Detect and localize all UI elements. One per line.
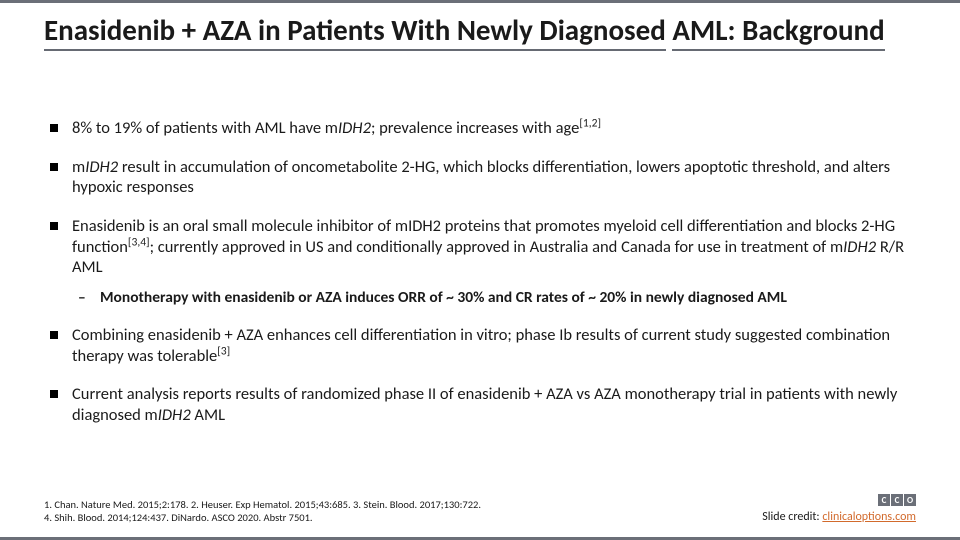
credit-label: Slide credit: — [762, 510, 822, 524]
gene-italic: IDH2 — [843, 237, 876, 257]
slide-body: 8% to 19% of patients with AML have mIDH… — [44, 118, 916, 476]
logo-letter: C — [891, 494, 903, 506]
title-line-1: Enasidenib + AZA in Patients With Newly … — [44, 14, 666, 51]
gene-italic: IDH2 — [85, 157, 118, 177]
logo-letter: O — [904, 494, 916, 506]
slide-title: Enasidenib + AZA in Patients With Newly … — [44, 14, 916, 51]
credit-block: C C O Slide credit: clinicaloptions.com — [762, 494, 916, 524]
logo-letter: C — [878, 494, 890, 506]
citation-superscript: [3,4] — [128, 235, 150, 249]
bullet-3: Enasidenib is an oral small molecule inh… — [44, 216, 916, 307]
credit-link[interactable]: clinicaloptions.com — [822, 510, 916, 524]
text: ; prevalence increases with age — [371, 118, 579, 138]
title-line-2: AML: Background — [672, 14, 884, 51]
bullet-2: mIDH2 result in accumulation of oncometa… — [44, 157, 916, 198]
text: result in accumulation of oncometabolite… — [72, 157, 890, 198]
slide-credit: Slide credit: clinicaloptions.com — [762, 510, 916, 524]
footer: 1. Chan. Nature Med. 2015;2:178. 2. Heus… — [44, 494, 916, 524]
bullet-5: Current analysis reports results of rand… — [44, 384, 916, 425]
text: 8% to 19% of patients with AML have m — [72, 118, 338, 138]
text: Combining enasidenib + AZA enhances cell… — [72, 325, 890, 366]
references: 1. Chan. Nature Med. 2015;2:178. 2. Heus… — [44, 498, 481, 524]
text: m — [72, 157, 85, 177]
references-line-1: 1. Chan. Nature Med. 2015;2:178. 2. Heus… — [44, 498, 481, 511]
sub-bullet-1: Monotherapy with enasidenib or AZA induc… — [72, 288, 916, 307]
top-rule — [0, 0, 960, 3]
citation-superscript: [3] — [217, 344, 230, 358]
text: AML — [191, 405, 225, 425]
sub-bullet-list: Monotherapy with enasidenib or AZA induc… — [72, 288, 916, 307]
slide: Enasidenib + AZA in Patients With Newly … — [0, 0, 960, 540]
bullet-list: 8% to 19% of patients with AML have mIDH… — [44, 118, 916, 426]
gene-italic: IDH2 — [158, 405, 191, 425]
gene-italic: IDH2 — [338, 118, 371, 138]
cco-logo: C C O — [878, 494, 916, 506]
bullet-4: Combining enasidenib + AZA enhances cell… — [44, 325, 916, 366]
citation-superscript: [1,2] — [579, 117, 601, 131]
bullet-1: 8% to 19% of patients with AML have mIDH… — [44, 118, 916, 139]
references-line-2: 4. Shih. Blood. 2014;124:437. DiNardo. A… — [44, 511, 481, 524]
text: ; currently approved in US and condition… — [150, 237, 844, 257]
